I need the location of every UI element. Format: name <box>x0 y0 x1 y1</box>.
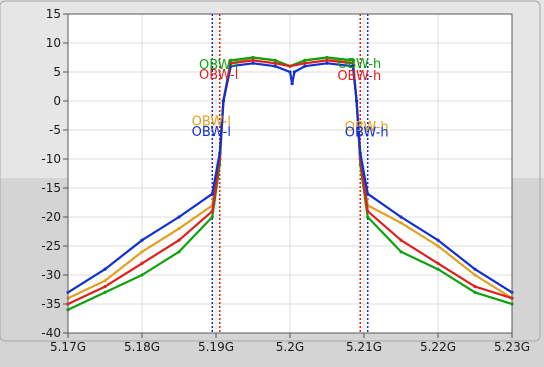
data-point <box>473 290 477 294</box>
obw-marker-label: OBW-l <box>199 58 238 73</box>
data-point <box>351 61 355 65</box>
x-tick-label: 5.17G <box>50 340 86 354</box>
data-point <box>103 290 107 294</box>
data-point <box>177 250 181 254</box>
grid <box>68 14 512 333</box>
data-point <box>436 244 440 248</box>
y-tick-label: -35 <box>41 297 61 311</box>
data-point <box>273 58 277 63</box>
data-point <box>473 285 477 289</box>
data-point <box>229 58 233 63</box>
data-point <box>288 70 292 74</box>
data-point <box>140 238 144 242</box>
data-point <box>399 250 403 254</box>
data-point <box>290 82 294 86</box>
obw-marker-label: OBW-h <box>337 57 381 72</box>
data-point <box>303 64 307 68</box>
data-point <box>351 64 355 68</box>
y-tick-label: -20 <box>41 210 61 224</box>
data-point <box>325 58 329 63</box>
data-point <box>251 61 255 65</box>
data-point <box>303 58 307 63</box>
data-point <box>103 267 107 271</box>
x-tick-label: 5.23G <box>494 340 530 354</box>
y-tick-label: -10 <box>41 152 61 166</box>
obw-marker-label: OBW-l <box>192 125 231 140</box>
obw-markers <box>211 14 369 333</box>
obw-marker-label: OBW-h <box>337 69 381 84</box>
y-tick-label: -15 <box>41 181 61 195</box>
data-point <box>358 151 362 155</box>
data-point <box>210 192 214 196</box>
data-point <box>177 215 181 219</box>
obw-marker-label: OBW-h <box>345 125 389 140</box>
data-point <box>221 99 225 103</box>
data-point <box>436 267 440 271</box>
data-point <box>473 267 477 271</box>
data-point <box>473 273 477 277</box>
y-axis: 15 10 5 0 -5 -10 -15 -20 -25 -30 -35 -40 <box>41 7 68 340</box>
data-point <box>436 261 440 265</box>
data-point <box>366 215 370 219</box>
data-point <box>366 209 370 213</box>
data-point <box>140 250 144 254</box>
y-tick-label: -30 <box>41 268 61 282</box>
spectrum-traces <box>66 55 514 312</box>
data-point <box>351 58 355 63</box>
data-point <box>218 151 222 155</box>
y-tick-label: 0 <box>53 94 61 108</box>
data-point <box>325 61 329 65</box>
x-tick-label: 5.2G <box>276 340 304 354</box>
data-point <box>251 55 255 60</box>
x-tick-label: 5.18G <box>124 340 160 354</box>
data-point <box>288 64 292 68</box>
data-point <box>229 64 233 68</box>
data-point <box>303 61 307 65</box>
data-point <box>399 215 403 219</box>
y-tick-label: 10 <box>46 36 61 50</box>
y-tick-label: 5 <box>53 65 61 79</box>
y-tick-label: -5 <box>49 123 61 137</box>
y-tick-label: -25 <box>41 239 61 253</box>
y-tick-label: -40 <box>41 326 61 340</box>
data-point <box>103 279 107 283</box>
panel-frame <box>0 0 541 342</box>
x-tick-label: 5.19G <box>198 340 234 354</box>
data-point <box>366 192 370 196</box>
x-tick-label: 5.22G <box>420 340 456 354</box>
data-point <box>210 209 214 213</box>
data-point <box>210 215 214 219</box>
data-point <box>177 227 181 231</box>
data-point <box>273 64 277 68</box>
data-point <box>292 70 296 74</box>
obw-marker-label: OBW-h <box>345 120 389 135</box>
data-point <box>229 61 233 65</box>
plot-border <box>67 13 513 334</box>
data-point <box>436 238 440 242</box>
x-axis: 5.17G 5.18G 5.19G 5.2G 5.21G 5.22G 5.23G <box>50 333 530 354</box>
data-point <box>251 58 255 63</box>
data-point <box>140 261 144 265</box>
data-point <box>325 55 329 60</box>
y-tick-label: 15 <box>46 7 61 21</box>
x-tick-label: 5.21G <box>346 340 382 354</box>
obw-marker-label: OBW-l <box>199 68 238 83</box>
data-point <box>177 238 181 242</box>
data-point <box>140 273 144 277</box>
data-point <box>273 61 277 65</box>
obw-marker-label: OBW-l <box>192 114 231 129</box>
data-point <box>355 99 359 103</box>
data-point <box>103 285 107 289</box>
data-point <box>399 238 403 242</box>
data-point <box>399 221 403 225</box>
